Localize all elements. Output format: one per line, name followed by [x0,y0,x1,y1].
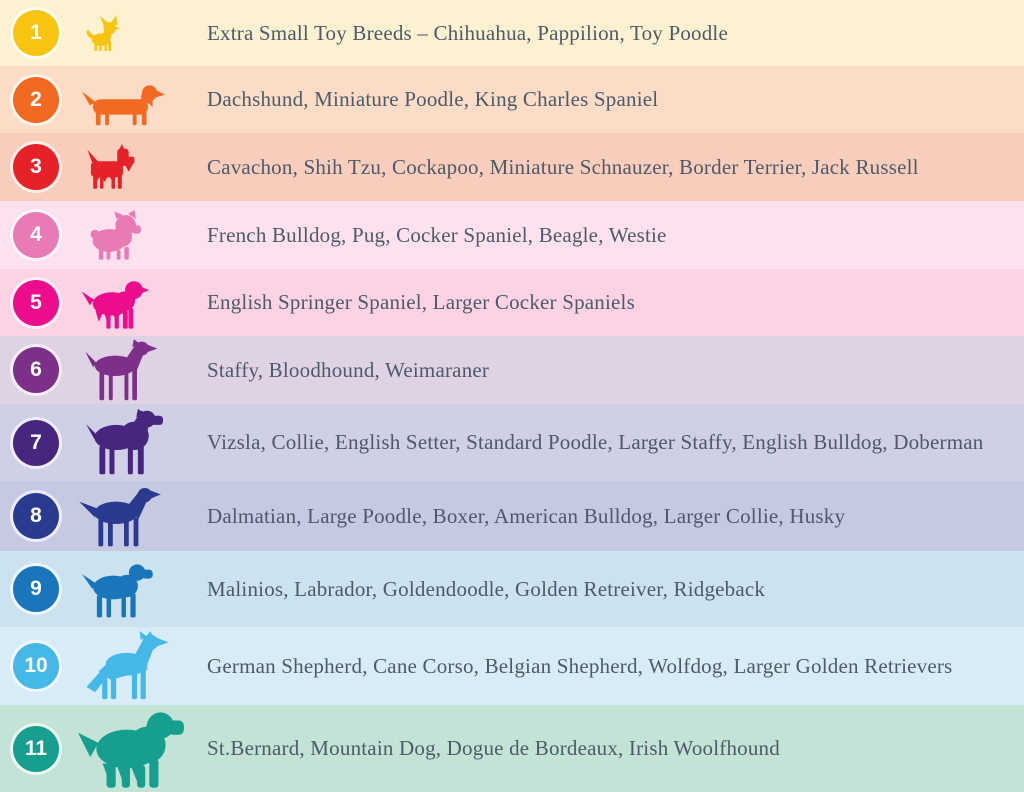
rank-badge: 1 [13,10,59,56]
rank-badge: 11 [13,725,59,772]
cocker-spaniel-icon [76,275,152,330]
dalmatian-icon [76,484,164,548]
rank-badge: 10 [13,643,59,689]
rank-badge: 7 [13,419,59,466]
size-rank-row-8: 8 Dalmatian, Large Poodle, Boxer, Americ… [0,481,1024,551]
size-rank-row-5: 5 English Springer Spaniel, Larger Cocke… [0,269,1024,336]
size-rank-row-11: 11 St.Bernard, Mountain Dog, Dogue de Bo… [0,705,1024,792]
dog-icon-cell [76,631,207,701]
chihuahua-icon [76,14,129,52]
breeds-label: Staffy, Bloodhound, Weimaraner [207,357,490,382]
dog-icon-cell [76,14,207,52]
breeds-label: Dachshund, Miniature Poodle, King Charle… [207,87,659,111]
boxer-icon [76,409,168,476]
dog-icon-cell [76,559,207,619]
size-rank-row-10: 10 German Shepherd, Cane Corso, Belgian … [0,627,1024,705]
breeds-label: Dalmatian, Large Poodle, Boxer, American… [207,503,846,528]
size-rank-row-4: 4 French Bulldog, Pug, Cocker Spaniel, B… [0,201,1024,269]
labrador-icon [76,559,158,619]
size-rank-row-3: 3 Cavachon, Shih Tzu, Cockapoo, Miniatur… [0,133,1024,201]
rank-badge: 4 [13,212,59,258]
size-rank-row-2: 2 Dachshund, Miniature Poodle, King Char… [0,66,1024,133]
dog-icon-cell [76,144,207,190]
rank-badge: 8 [13,493,59,539]
breeds-label: French Bulldog, Pug, Cocker Spaniel, Bea… [207,222,667,247]
breeds-label: St.Bernard, Mountain Dog, Dogue de Borde… [207,736,780,760]
breeds-label: Cavachon, Shih Tzu, Cockapoo, Miniature … [207,154,919,179]
pug-icon [76,210,146,261]
dog-icon-cell [76,275,207,330]
dachshund-icon [76,73,168,127]
rank-badge: 3 [13,144,59,190]
size-rank-row-6: 6 Staffy, Bloodhound, Weimaraner [0,336,1024,404]
scottish-terrier-icon [76,144,139,190]
size-rank-row-9: 9 Malinios, Labrador, Goldendoodle, Gold… [0,551,1024,627]
size-rank-row-1: 1 Extra Small Toy Breeds – Chihuahua, Pa… [0,0,1024,66]
dog-icon-cell [76,484,207,548]
dog-icon-cell [76,210,207,261]
breeds-label: Malinios, Labrador, Goldendoodle, Golden… [207,576,766,601]
breeds-label: English Springer Spaniel, Larger Cocker … [207,290,635,314]
great-dane-icon [76,339,162,402]
dog-icon-cell [76,708,207,790]
breeds-label: Extra Small Toy Breeds – Chihuahua, Papp… [207,20,728,45]
dog-icon-cell [76,73,207,127]
rank-badge: 6 [13,347,59,393]
rank-badge: 5 [13,279,59,326]
st-bernard-icon [76,708,188,790]
breeds-label: Vizsla, Collie, English Setter, Standard… [207,430,984,454]
size-rank-row-7: 7 Vizsla, Collie, English Setter, Standa… [0,404,1024,481]
dog-icon-cell [76,409,207,476]
rank-badge: 9 [13,566,59,612]
dog-icon-cell [76,339,207,402]
breeds-label: German Shepherd, Cane Corso, Belgian She… [207,653,953,678]
rank-badge: 2 [13,76,59,123]
german-shepherd-icon [76,631,172,701]
